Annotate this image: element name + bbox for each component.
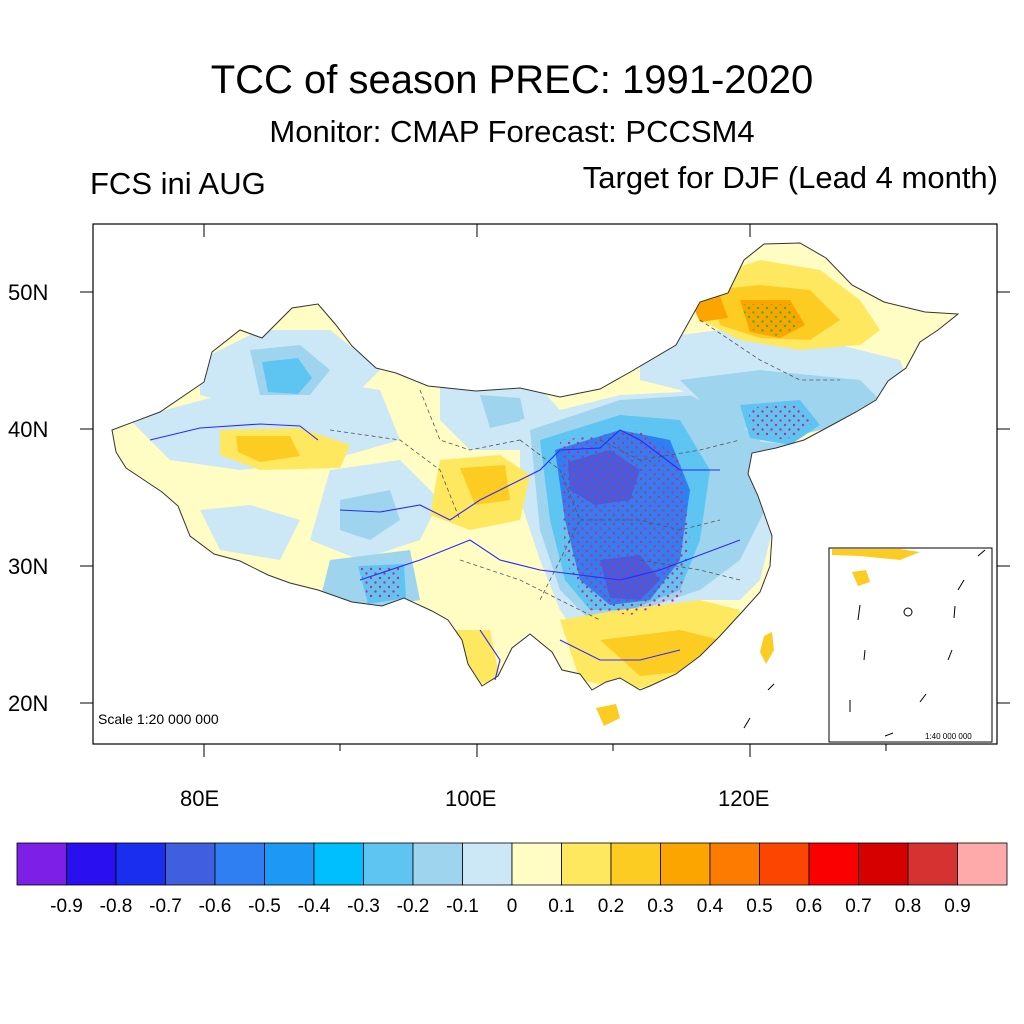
inset-scale-label: 1:40 000 000	[925, 732, 972, 741]
map-subtitle: Monitor: CMAP Forecast: PCCSM4	[269, 114, 755, 149]
colorbar-label: -0.6	[198, 896, 232, 917]
colorbar-swatch	[907, 842, 958, 886]
lat-ticks	[80, 291, 1010, 704]
colorbar-swatch	[363, 842, 414, 886]
colorbar-swatch	[165, 842, 216, 886]
colorbar-swatch	[412, 842, 463, 886]
china-border	[111, 242, 960, 691]
lon-label-80e: 80E	[180, 786, 220, 811]
colorbar-label: 0.5	[746, 896, 773, 917]
colorbar-label: -0.5	[248, 896, 281, 917]
scs-dashes	[743, 683, 775, 729]
colorbar-swatch	[511, 842, 562, 886]
colorbar-swatch	[462, 842, 513, 886]
colorbar-swatch	[858, 842, 909, 886]
colorbar-swatch	[561, 842, 612, 886]
colorbar-label: -0.2	[396, 896, 430, 917]
lat-label-20n: 20N	[8, 691, 49, 716]
colorbar-label: -0.3	[347, 896, 380, 917]
colorbar-label: 0.6	[795, 896, 823, 917]
colorbar-swatch	[957, 842, 1008, 886]
lon-label-120e: 120E	[718, 786, 770, 811]
colorbar-swatch	[313, 842, 364, 886]
colorbar-label: -0.8	[99, 896, 133, 917]
rivers	[149, 423, 741, 681]
colorbar-label: 0.1	[548, 896, 575, 917]
colorbar-swatch	[610, 842, 661, 886]
scale-label: Scale 1:20 000 000	[98, 711, 219, 727]
colorbar-swatch	[214, 842, 265, 886]
colorbar-swatch	[660, 842, 711, 886]
init-label: FCS ini AUG	[90, 166, 266, 201]
colorbar-label: -0.4	[297, 896, 331, 917]
province-boundaries	[329, 319, 840, 621]
colorbar	[16, 842, 1008, 886]
colorbar-label: -0.7	[149, 896, 182, 917]
colorbar-swatch	[16, 842, 67, 886]
colorbar-swatch	[709, 842, 760, 886]
lat-label-50n: 50N	[8, 280, 49, 305]
colorbar-label: -0.9	[50, 896, 83, 917]
south-china-sea-inset	[828, 547, 993, 743]
lon-label-100e: 100E	[445, 786, 497, 811]
colorbar-label: 0.3	[647, 896, 674, 917]
colorbar-swatch	[759, 842, 810, 886]
colorbar-label: 0.9	[944, 896, 971, 917]
map-title: TCC of season PREC: 1991-2020	[210, 58, 814, 102]
colorbar-label: 0	[506, 896, 518, 917]
colorbar-swatch	[66, 842, 117, 886]
colorbar-swatch	[264, 842, 315, 886]
target-label: Target for DJF (Lead 4 month)	[582, 160, 998, 195]
taiwan-hainan	[596, 632, 774, 726]
colorbar-label: -0.1	[446, 896, 479, 917]
colorbar-label: 0.2	[597, 896, 625, 917]
colorbar-label: 0.4	[696, 896, 724, 917]
lat-label-30n: 30N	[8, 554, 49, 579]
colorbar-swatch	[808, 842, 859, 886]
colorbar-label: 0.7	[845, 896, 872, 917]
colorbar-swatch	[115, 842, 166, 886]
lat-label-40n: 40N	[8, 417, 49, 442]
lon-ticks	[203, 224, 887, 757]
colorbar-label: 0.8	[894, 896, 922, 917]
